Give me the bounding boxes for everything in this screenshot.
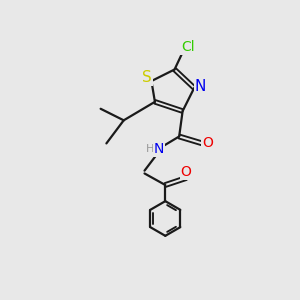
Text: S: S	[142, 70, 152, 85]
Text: Cl: Cl	[181, 40, 195, 54]
Text: N: N	[154, 142, 164, 156]
Text: N: N	[195, 79, 206, 94]
Text: H: H	[146, 144, 154, 154]
Text: O: O	[202, 136, 213, 150]
Text: O: O	[181, 165, 191, 179]
